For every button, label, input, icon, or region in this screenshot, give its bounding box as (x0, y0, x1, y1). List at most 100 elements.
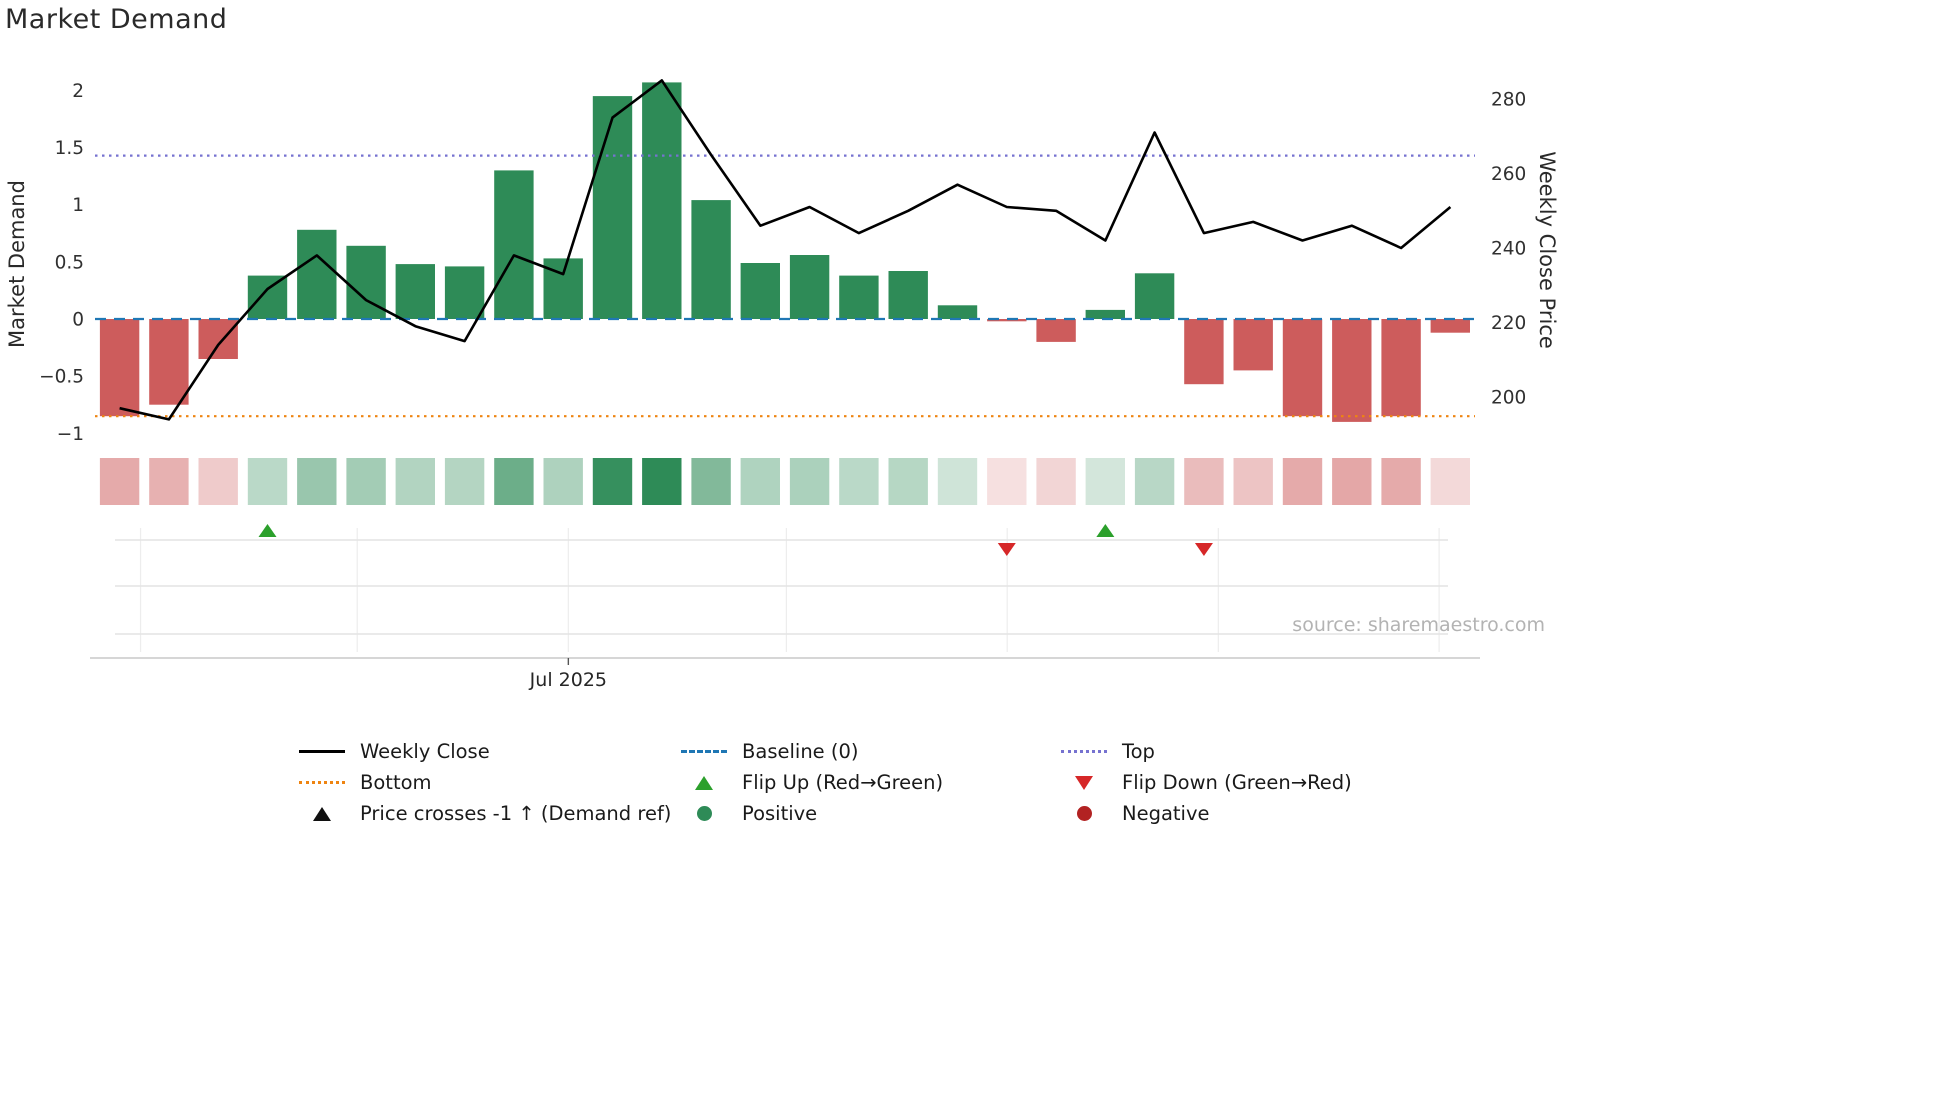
legend-label-positive: Positive (742, 802, 818, 825)
heatmap-cell (395, 458, 435, 505)
demand-bar-positive (740, 263, 780, 319)
heatmap-cell (1381, 458, 1421, 505)
demand-bar-positive (494, 170, 534, 319)
demand-bar-negative (1282, 319, 1323, 417)
right-tick-label: 260 (1491, 164, 1526, 185)
legend-item-top: Top (1058, 740, 1442, 763)
demand-bar-positive (691, 200, 731, 319)
demand-bar-negative (1381, 319, 1421, 417)
left-tick-label: −1 (57, 424, 84, 445)
flip-up-marker (258, 524, 277, 537)
heatmap-cell (346, 458, 386, 505)
legend-item-baseline: Baseline (0) (678, 740, 1058, 763)
right-tick-label: 280 (1491, 90, 1526, 111)
heatmap-cell (297, 458, 337, 505)
right-tick-label: 220 (1491, 313, 1526, 334)
legend-swatch (296, 781, 348, 784)
black-up-triangle-icon (313, 806, 331, 821)
demand-bar-positive (592, 96, 633, 319)
weekly-close-line (119, 79, 1452, 421)
heatmap-cell (99, 458, 140, 505)
heatmap-cell (1184, 458, 1224, 505)
demand-bar-negative (1184, 319, 1224, 385)
heatmap-cell (987, 458, 1027, 505)
source-note: source: sharemaestro.com (1292, 614, 1545, 636)
demand-bar-positive (247, 275, 288, 319)
weekly-close-line-icon (299, 750, 345, 753)
right-axis-title: Weekly Close Price (1535, 151, 1559, 349)
legend-swatch (678, 806, 730, 821)
demand-bar-negative (1332, 319, 1372, 422)
legend-label-flip-down: Flip Down (Green→Red) (1122, 771, 1352, 794)
heatmap-cell (494, 458, 534, 505)
flip-up-marker (1096, 524, 1115, 537)
left-tick-label: 0 (72, 310, 84, 331)
heatmap-cell (789, 458, 830, 505)
legend-label-flip-up: Flip Up (Red→Green) (742, 771, 944, 794)
red-down-triangle-icon (1075, 775, 1093, 790)
left-tick-label: 1.5 (55, 138, 84, 159)
heatmap-cell (642, 458, 682, 505)
demand-bar-negative (149, 319, 189, 405)
right-tick-label: 240 (1491, 239, 1526, 260)
heatmap-cell (937, 458, 978, 505)
demand-bar-positive (888, 271, 928, 319)
heatmap-cell (839, 458, 879, 505)
legend-label-bottom: Bottom (360, 771, 432, 794)
legend-swatch (296, 750, 348, 753)
heatmap-cell (1085, 458, 1125, 505)
demand-bar-positive (1134, 273, 1175, 319)
demand-bar-negative (1036, 319, 1076, 342)
heatmap-cell (740, 458, 780, 505)
legend-label-price-cross: Price crosses -1 ↑ (Demand ref) (360, 802, 672, 825)
right-tick-label: 200 (1491, 388, 1526, 409)
demand-bar-positive (1085, 309, 1125, 319)
legend-swatch (678, 775, 730, 790)
heatmap-cell (149, 458, 189, 505)
chart-title: Market Demand (5, 4, 228, 35)
legend-item-negative: Negative (1058, 802, 1442, 825)
heatmap-cell (1332, 458, 1372, 505)
legend-item-price-cross: Price crosses -1 ↑ (Demand ref) (296, 802, 678, 825)
demand-bar-negative (1430, 319, 1470, 333)
top-dotted-line-icon (1061, 750, 1107, 753)
demand-bar-negative (1233, 319, 1273, 371)
heatmap-cell (888, 458, 928, 505)
legend-item-flip-up: Flip Up (Red→Green) (678, 771, 1058, 794)
legend-label-weekly-close: Weekly Close (360, 740, 490, 763)
left-tick-label: −0.5 (39, 367, 84, 388)
demand-bar-positive (395, 264, 435, 319)
legend-swatch (678, 750, 730, 753)
legend-label-negative: Negative (1122, 802, 1210, 825)
demand-bar-positive (937, 305, 978, 319)
legend-item-flip-down: Flip Down (Green→Red) (1058, 771, 1442, 794)
demand-bar-positive (789, 255, 830, 319)
heatmap-cell (543, 458, 583, 505)
legend-swatch (1058, 806, 1110, 821)
heatmap-cell (444, 458, 485, 505)
legend-label-baseline: Baseline (0) (742, 740, 859, 763)
demand-bar-positive (642, 82, 682, 320)
demand-bar-positive (839, 275, 879, 319)
baseline-dashed-line-icon (681, 750, 727, 753)
heatmap-cell (198, 458, 238, 505)
heatmap-cell (592, 458, 633, 505)
chart-legend: Weekly Close Baseline (0) Top Bottom Fli… (296, 736, 1442, 829)
demand-bar-positive (297, 229, 337, 319)
legend-item-bottom: Bottom (296, 771, 678, 794)
heatmap-cell (247, 458, 288, 505)
left-axis-title: Market Demand (5, 180, 29, 348)
legend-label-top: Top (1122, 740, 1155, 763)
legend-swatch (1058, 775, 1110, 790)
dark-red-dot-icon (1076, 806, 1092, 821)
demand-bar-positive (444, 266, 485, 319)
demand-bar-negative (198, 319, 238, 359)
left-tick-label: 2 (72, 81, 84, 102)
x-tick-label: Jul 2025 (529, 669, 607, 691)
legend-item-weekly-close: Weekly Close (296, 740, 678, 763)
heatmap-cell (1430, 458, 1470, 505)
green-dot-icon (696, 806, 712, 821)
heatmap-cell (1233, 458, 1273, 505)
heatmap-cell (1036, 458, 1076, 505)
